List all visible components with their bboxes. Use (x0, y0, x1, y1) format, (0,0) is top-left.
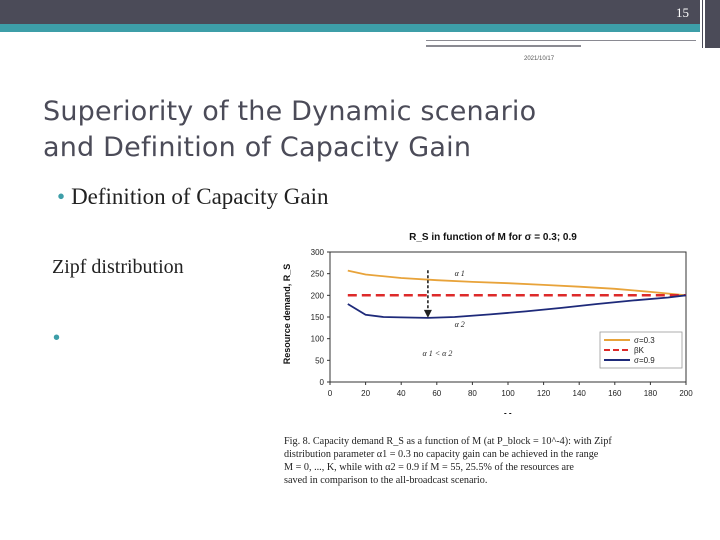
chart-title: R_S in function of M for σ = 0.3; 0.9 (409, 232, 577, 243)
chart-background (278, 226, 702, 414)
y-tick-label: 150 (311, 313, 325, 322)
chart-annotation: α 1 (455, 269, 465, 278)
series-line-3 (347, 294, 687, 319)
x-tick-label: 100 (501, 389, 515, 398)
chart-annotation: α 1 < α 2 (423, 349, 453, 358)
x-tick-label: 180 (644, 389, 658, 398)
x-tick-label: 140 (573, 389, 587, 398)
y-tick-label: 250 (311, 270, 325, 279)
divider-line-short (426, 45, 581, 47)
legend-label-2: βK (634, 346, 645, 355)
plot-area: 0 50 100 150 200 250 300 0 20 40 60 80 100 120 140 160 1… (311, 248, 694, 398)
divider-line (426, 40, 696, 41)
caption-line-4: saved in comparison to the all-broadcast… (284, 475, 488, 486)
zipf-label: Zipf distribution (52, 256, 184, 278)
bullet-text: Definition of Capacity Gain (71, 184, 329, 209)
arrow-head (423, 309, 432, 318)
slide-number: 15 (676, 5, 689, 20)
x-tick-label: 200 (679, 389, 693, 398)
caption-line-1: Fig. 8. Capacity demand R_S as a functio… (284, 436, 612, 447)
capacity-chart: R_S in function of M for σ = 0.3; 0.9 0 5… (278, 226, 702, 414)
title-line-1: Superiority of the Dynamic scenario (43, 96, 537, 127)
slide-title: Superiority of the Dynamic scenario and … (43, 94, 663, 166)
y-tick-label: 50 (315, 356, 324, 365)
x-tick-label: 60 (432, 389, 441, 398)
caption-line-2: distribution parameter α1 = 0.3 no capac… (284, 449, 599, 460)
chart-annotation: α 2 (455, 320, 465, 329)
slide-date: 2021/10/17 (524, 56, 555, 62)
empty-bullet: • (53, 327, 61, 349)
header-accent-bar (0, 24, 700, 32)
corner-divider (703, 0, 705, 48)
figure-caption: Fig. 8. Capacity demand R_S as a functio… (284, 435, 720, 487)
title-line-2: and Definition of Capacity Gain (43, 132, 472, 163)
y-axis-label: Resource demand, R_S (282, 264, 292, 365)
bullet-definition: • Definition of Capacity Gain (57, 184, 328, 210)
x-tick-label: 40 (397, 389, 406, 398)
header-bar (0, 0, 700, 24)
x-tick-label: 0 (328, 389, 333, 398)
x-tick-label: 20 (361, 389, 370, 398)
y-tick-label: 300 (311, 248, 325, 257)
legend-label-3: σ=0.9 (634, 356, 655, 365)
y-tick-label: 200 (311, 291, 325, 300)
x-tick-label: 160 (608, 389, 622, 398)
y-tick-label: 100 (311, 335, 325, 344)
bullet-symbol: • (57, 184, 66, 209)
legend-label-1: σ=0.3 (634, 336, 655, 345)
x-tick-label: 120 (537, 389, 551, 398)
x-axis-label: M (503, 412, 512, 414)
x-tick-label: 80 (468, 389, 477, 398)
caption-line-3: M = 0, ..., K, while with α2 = 0.9 if M … (284, 462, 574, 473)
y-tick-label: 0 (320, 378, 325, 387)
corner-block (702, 0, 720, 48)
series-line-1 (347, 269, 687, 297)
